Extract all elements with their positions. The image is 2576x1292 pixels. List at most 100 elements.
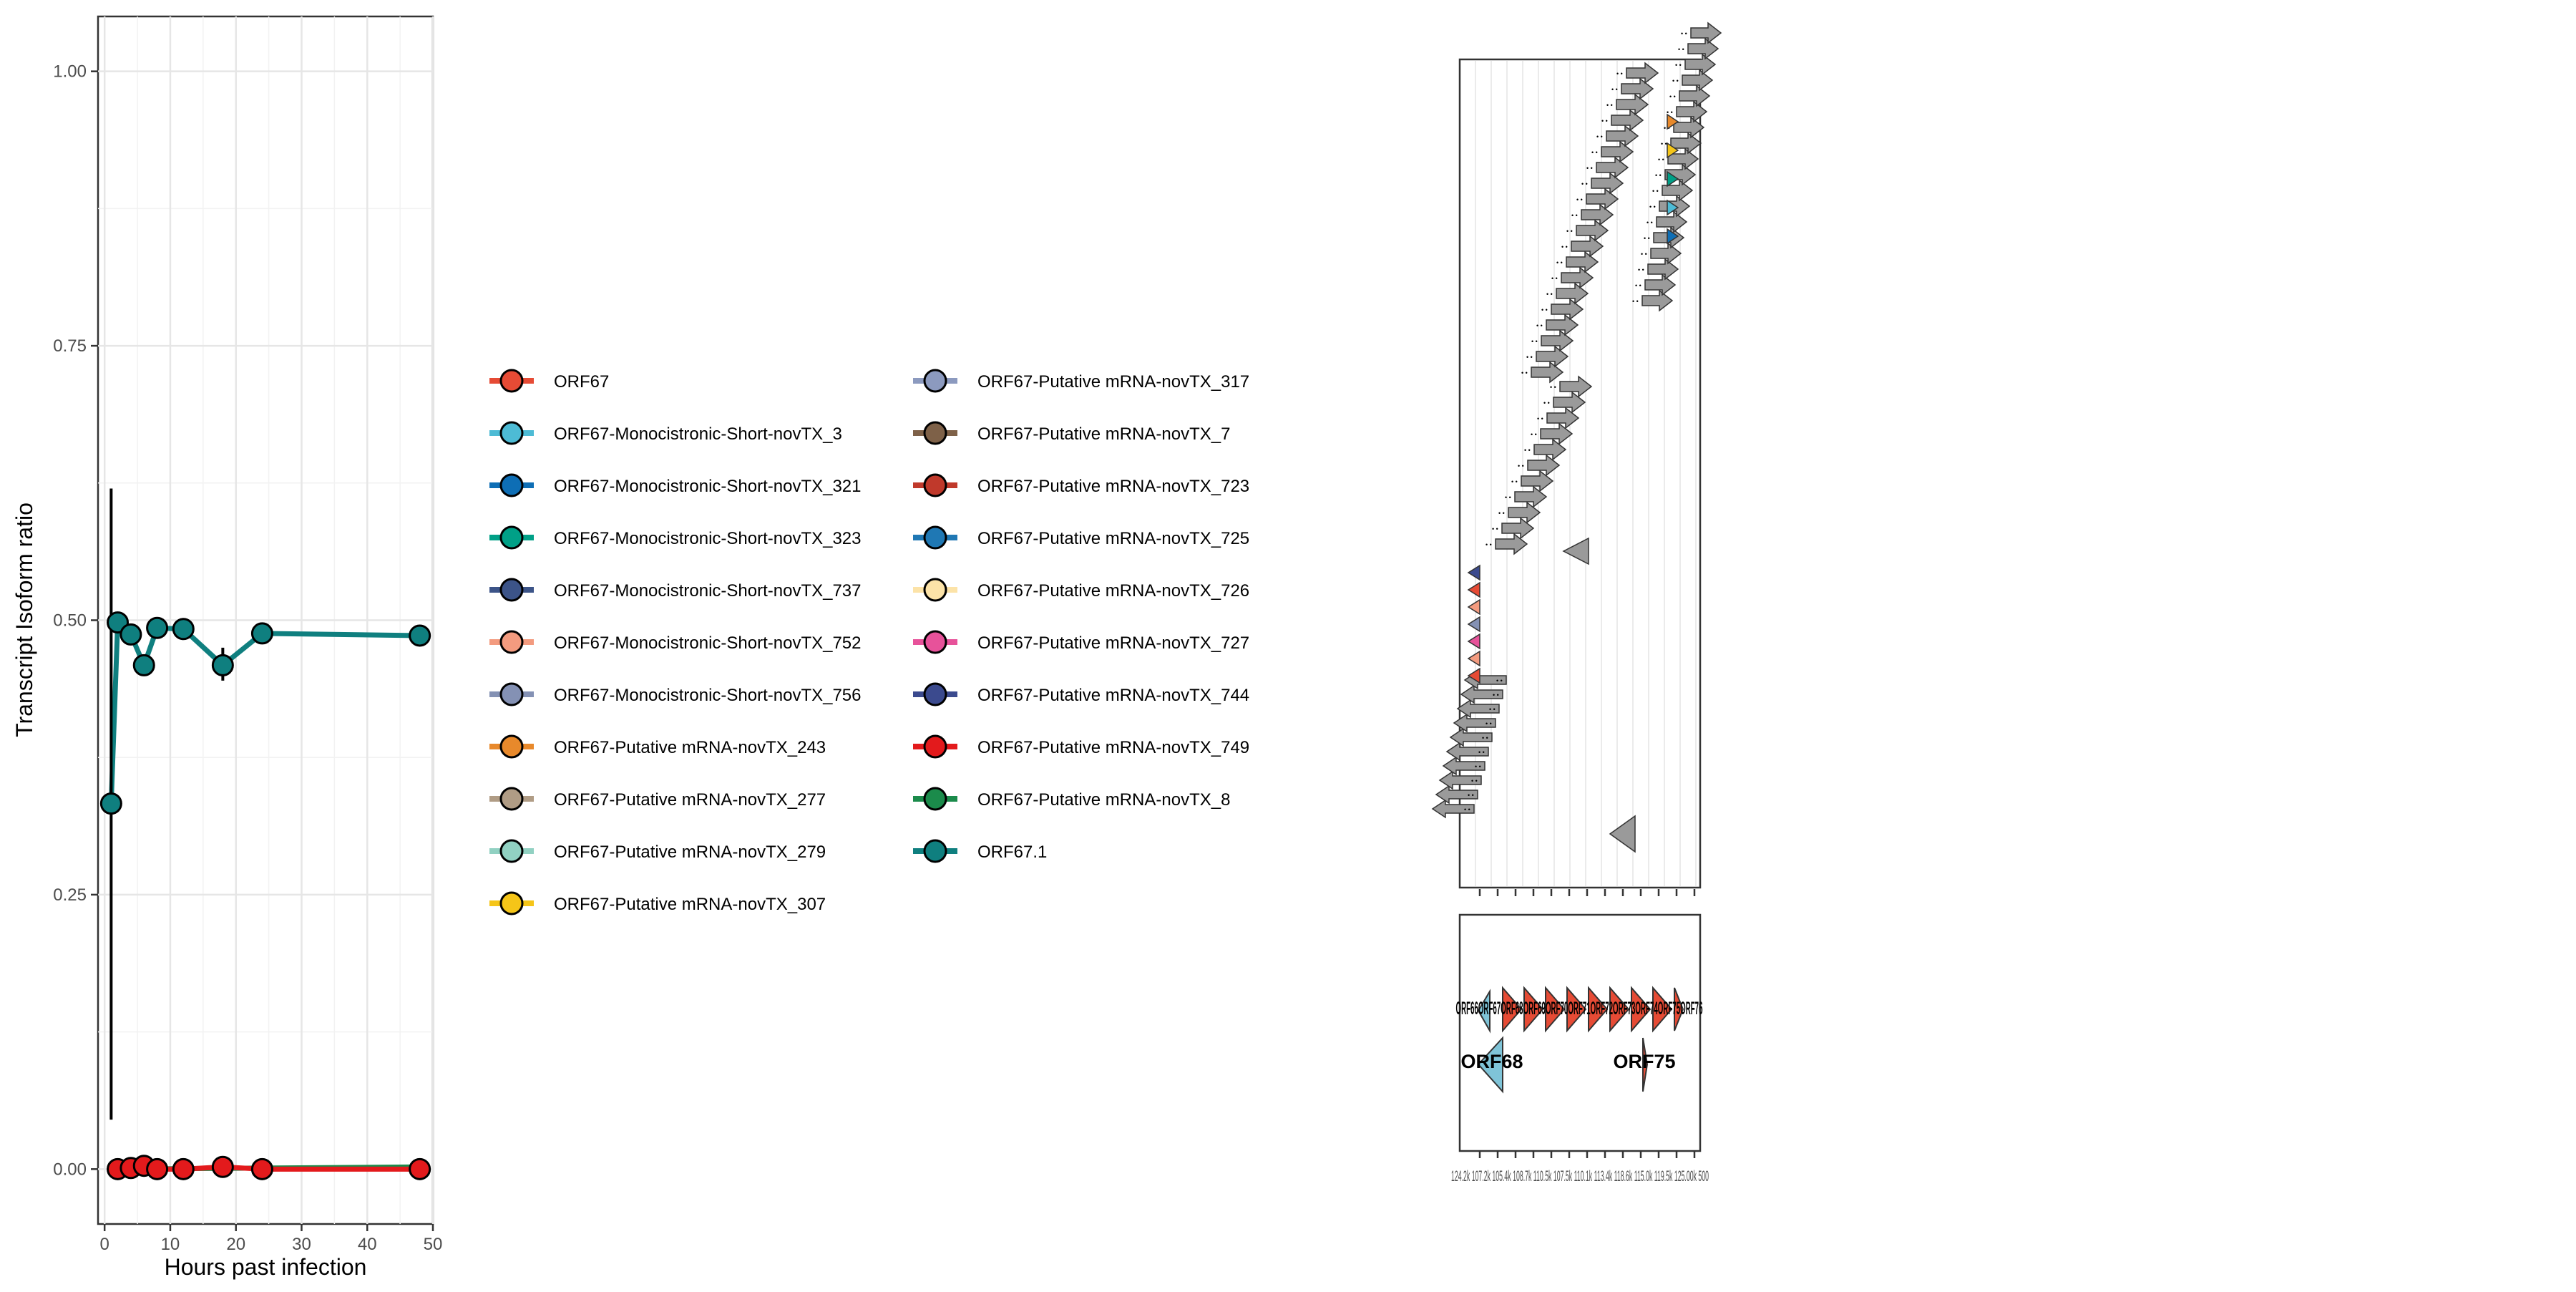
transcript-arrow xyxy=(1662,179,1694,202)
colored-transcript-arrow xyxy=(1467,633,1480,650)
x-axis-title: Hours past infection xyxy=(165,1254,367,1280)
transcript-annotation: • • xyxy=(1658,156,1664,163)
transcript-arrow xyxy=(1556,282,1589,305)
legend-label: ORF67-Putative mRNA-novTX_744 xyxy=(977,686,1249,705)
transcript-arrow xyxy=(1687,37,1719,60)
transcript-annotation: • • xyxy=(1601,117,1608,125)
legend-key-dot xyxy=(499,525,524,550)
transcript-arrows: • • • • • • • • • • • • • • • • • • • • • • • • • • •… xyxy=(1431,21,1722,853)
gene-track-x-tick-labels: 124.2k 107.2k 105.4k 108.7k 110.5k 107.5… xyxy=(1451,1168,1709,1185)
data-point xyxy=(211,654,234,676)
transcript-annotation: • • xyxy=(1635,282,1641,289)
legend-label: ORF67-Monocistronic-Short-novTX_323 xyxy=(554,529,862,548)
data-point xyxy=(172,618,195,641)
legend-label: ORF67-Putative mRNA-novTX_727 xyxy=(977,633,1249,653)
transcript-annotation: • • xyxy=(1591,149,1598,156)
transcript-annotation: • • xyxy=(1468,792,1474,799)
transcript-annotation: • • xyxy=(1541,306,1548,314)
transcript-annotation: • • xyxy=(1561,243,1568,251)
legend-label: ORF67-Putative mRNA-novTX_725 xyxy=(977,529,1249,548)
transcript-annotation: • • xyxy=(1524,447,1531,454)
transcript-arrow xyxy=(1647,258,1679,281)
y-tick-label: 0.00 xyxy=(53,1160,87,1179)
transcript-annotation: • • xyxy=(1536,322,1543,329)
gene-arrow xyxy=(1545,986,1566,1033)
legend-label: ORF67-Putative mRNA-novTX_277 xyxy=(554,790,826,810)
legend-key-dot xyxy=(923,473,947,497)
data-point xyxy=(409,624,431,647)
legend-key-dot xyxy=(499,578,524,602)
transcript-arrow xyxy=(1508,501,1541,524)
legend-key-dot xyxy=(923,369,947,393)
transcript-arrow xyxy=(1581,203,1614,226)
legend-key-dot xyxy=(923,421,947,445)
colored-transcript-arrow xyxy=(1667,142,1679,159)
transcript-arrow xyxy=(1641,289,1674,312)
transcript-annotation: • • xyxy=(1489,706,1496,713)
transcript-arrow xyxy=(1591,172,1624,195)
transcript-annotation: • • xyxy=(1478,749,1485,756)
transcript-arrow xyxy=(1566,251,1599,273)
gene-track-ticks xyxy=(1478,889,1696,1158)
transcript-annotation: • • xyxy=(1492,525,1498,533)
gene-arrow xyxy=(1502,986,1523,1033)
data-point xyxy=(132,654,155,676)
gene-label: ORF68 xyxy=(1460,1051,1523,1072)
transcript-annotation: • • xyxy=(1655,172,1662,179)
transcript-annotation: • • xyxy=(1537,415,1543,422)
gene-arrow xyxy=(1566,986,1587,1033)
transcript-arrow xyxy=(1553,391,1586,414)
transcript-arrow xyxy=(1540,422,1574,445)
data-point xyxy=(119,623,142,646)
transcript-arrow xyxy=(1546,407,1580,429)
colored-transcript-arrow xyxy=(1667,199,1679,216)
legend-label: ORF67-Putative mRNA-novTX_279 xyxy=(554,842,826,862)
legend-key-dot xyxy=(499,787,524,811)
transcript-annotation: • • xyxy=(1475,763,1481,770)
grid-lines xyxy=(98,16,434,1224)
data-point xyxy=(250,622,273,645)
legend-label: ORF67-Putative mRNA-novTX_243 xyxy=(554,738,826,757)
transcript-arrow xyxy=(1559,375,1593,398)
transcript-annotation: • • xyxy=(1669,93,1676,100)
gene-arrow xyxy=(1523,986,1544,1033)
y-axis-title: Transcript Isoform ratio xyxy=(11,502,37,737)
transcript-arrow xyxy=(1501,517,1535,540)
transcript-annotation: • • xyxy=(1646,219,1653,226)
transcript-annotation: • • xyxy=(1521,369,1528,377)
transcript-annotation: • • xyxy=(1681,30,1687,37)
diagram-background xyxy=(1458,58,1702,889)
transcript-arrow xyxy=(1571,235,1604,258)
transcript-annotation: • • xyxy=(1571,212,1578,219)
transcript-annotation: • • xyxy=(1496,677,1503,684)
transcript-arrow xyxy=(1626,62,1659,84)
x-tick-label: 10 xyxy=(161,1235,180,1254)
transcript-arrow xyxy=(1442,756,1485,776)
transcript-arrow xyxy=(1536,345,1569,368)
gene-arrow xyxy=(1588,986,1609,1033)
legend-label: ORF67-Monocistronic-Short-novTX_3 xyxy=(554,424,842,444)
transcript-annotation: • • xyxy=(1550,384,1556,391)
transcript-annotation: • • xyxy=(1543,399,1550,407)
transcript-annotation: • • xyxy=(1675,62,1682,69)
gene-arrow xyxy=(1477,1036,1503,1094)
gene-arrow xyxy=(1631,986,1652,1033)
legend-key-dot xyxy=(499,369,524,393)
legend-label: ORF67-Monocistronic-Short-novTX_737 xyxy=(554,581,862,601)
transcript-arrow xyxy=(1611,109,1644,132)
transcript-diagram-panel: • • • • • • • • • • • • • • • • • • • • • • • • • • •… xyxy=(1431,21,1722,889)
y-tick-label: 0.50 xyxy=(53,611,87,631)
transcript-annotation: • • xyxy=(1672,77,1679,84)
transcript-arrow xyxy=(1682,69,1714,92)
colored-transcript-arrow xyxy=(1667,170,1679,188)
gene-label-overlapping: ORF66ORF67ORF68ORF69ORF70ORF71ORF72ORF73… xyxy=(1456,999,1703,1019)
transcript-arrow xyxy=(1449,727,1493,747)
transcript-arrow xyxy=(1438,770,1482,790)
data-point xyxy=(146,1157,169,1180)
gene-arrow xyxy=(1652,986,1673,1033)
transcript-annotation: • • xyxy=(1493,691,1499,699)
transcript-annotation: • • xyxy=(1526,354,1533,361)
transcript-annotation: • • xyxy=(1661,140,1667,147)
